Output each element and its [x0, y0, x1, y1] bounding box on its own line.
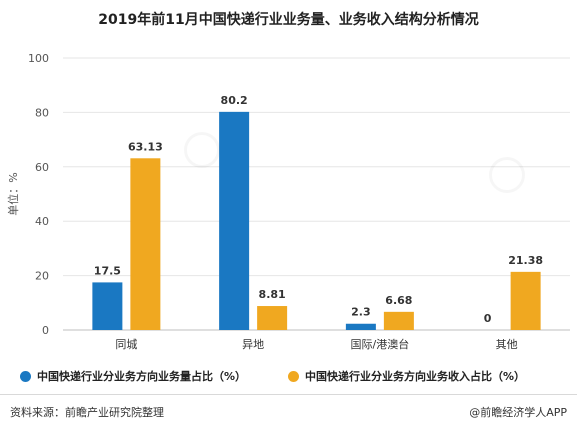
data-label: 63.13	[128, 140, 163, 153]
bar	[130, 158, 161, 330]
data-label: 17.5	[94, 264, 121, 277]
bar	[257, 306, 288, 330]
y-tick-label: 20	[35, 270, 49, 283]
bar	[92, 282, 123, 330]
data-label: 80.2	[221, 94, 248, 107]
data-label: 6.68	[385, 294, 412, 307]
y-tick-label: 40	[35, 215, 49, 228]
legend-item-revenue: 中国快递行业分业务方向业务收入占比（%）	[288, 368, 525, 384]
bar	[345, 323, 376, 330]
source-note: 资料来源：前瞻产业研究院整理	[10, 406, 164, 419]
y-tick-label: 0	[42, 324, 49, 337]
y-tick-label: 60	[35, 161, 49, 174]
y-tick-label: 100	[28, 52, 49, 65]
legend-swatch-volume	[20, 370, 31, 382]
x-tick-label: 异地	[242, 338, 264, 351]
bar-chart: 0 20 40 60 80 100 单位：% 17.5 63.13 同城 80.2 8.81 异地 2.3…	[6, 52, 570, 351]
chart-title: 2019年前11月中国快递行业业务量、业务收入结构分析情况	[98, 12, 479, 28]
legend-label-volume: 中国快递行业分业务方向业务量占比（%）	[37, 370, 247, 383]
bar	[219, 111, 250, 330]
y-axis-label: 单位：%	[6, 172, 20, 215]
footer: 资料来源：前瞻产业研究院整理 @前瞻经济学人APP	[0, 394, 577, 429]
legend-label-revenue: 中国快递行业分业务方向业务收入占比（%）	[305, 370, 526, 383]
y-tick-label: 80	[35, 106, 49, 119]
bar	[383, 311, 414, 330]
data-label: 21.38	[508, 254, 543, 267]
data-label: 8.81	[259, 288, 286, 301]
watermark-logo	[184, 132, 220, 168]
x-tick-label: 同城	[115, 338, 137, 351]
x-tick-label: 其他	[496, 338, 518, 351]
watermark-logo	[489, 157, 525, 193]
legend-item-volume: 中国快递行业分业务方向业务量占比（%）	[20, 368, 246, 384]
bar	[510, 271, 541, 330]
legend-swatch-revenue	[288, 370, 299, 382]
brand-credit: @前瞻经济学人APP	[469, 406, 567, 419]
x-tick-label: 国际/港澳台	[351, 337, 410, 351]
chart-legend: 中国快递行业分业务方向业务量占比（%） 中国快递行业分业务方向业务收入占比（%）	[20, 368, 560, 388]
data-label: 0	[484, 312, 492, 325]
data-label: 2.3	[351, 306, 371, 319]
